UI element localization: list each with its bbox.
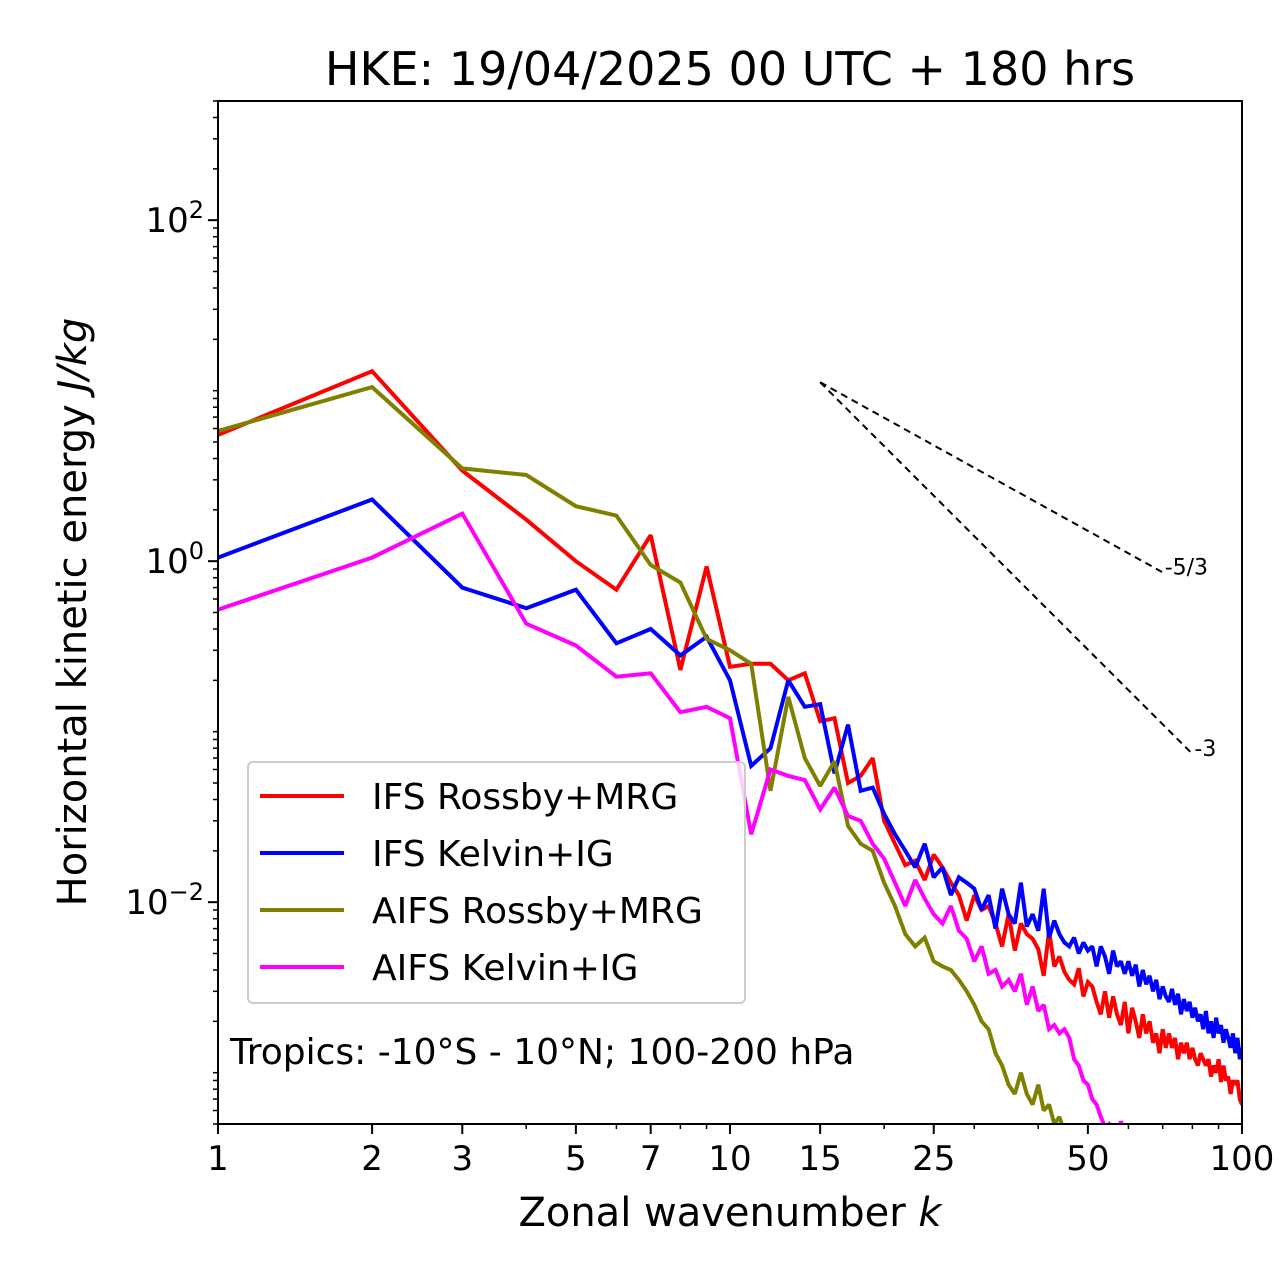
x-tick-label: 25 (912, 1139, 955, 1179)
series-line-3 (218, 384, 1064, 1124)
legend-label-3: AIFS Rossby+MRG (372, 891, 703, 932)
legend-label-2: IFS Kelvin+IG (372, 834, 614, 875)
y-axis-label-italic: J/kg (50, 318, 96, 399)
slope-label-2: -3 (1194, 737, 1216, 762)
axis-ticks: 1 2 3 5 7 10 15 25 50 100 10−2 100 102 (125, 100, 1275, 1179)
x-tick-label: 5 (565, 1139, 587, 1179)
plot-data-layer (218, 368, 1242, 1124)
y-tick-label: 10−2 (125, 878, 204, 923)
reference-slopes: -5/3 -3 (819, 381, 1216, 762)
x-axis-label-text: Zonal wavenumber (518, 1190, 906, 1236)
x-tick-label: 2 (361, 1139, 383, 1179)
series-line-4 (218, 510, 1124, 1124)
x-axis-label-italic: k (918, 1190, 943, 1236)
y-tick-label: 102 (145, 196, 204, 241)
slope-label-1: -5/3 (1165, 555, 1208, 580)
legend-box (247, 761, 746, 1004)
legend-label-1: IFS Rossby+MRG (372, 777, 678, 818)
slope-line-2 (819, 381, 1194, 755)
slope-line-1 (819, 381, 1164, 574)
x-tick-label: 3 (451, 1139, 473, 1179)
region-annotation: Tropics: -10°S - 10°N; 100-200 hPa (229, 1032, 854, 1073)
x-tick-label: 50 (1066, 1139, 1109, 1179)
y-axis-label-text: Horizontal kinetic energy (50, 404, 96, 906)
series-line-1 (218, 368, 1242, 1106)
x-tick-label: 7 (640, 1139, 662, 1179)
x-tick-label: 10 (708, 1139, 751, 1179)
y-axis-label: Horizontal kinetic energy J/kg (50, 318, 96, 907)
x-tick-label: 1 (207, 1139, 229, 1179)
x-axis-label: Zonal wavenumber k (518, 1190, 943, 1236)
chart-title: HKE: 19/04/2025 00 UTC + 180 hrs (325, 42, 1135, 96)
x-tick-label: 15 (799, 1139, 842, 1179)
legend-label-4: AIFS Kelvin+IG (372, 948, 638, 989)
series-line-2 (218, 497, 1242, 1060)
x-tick-label: 100 (1210, 1139, 1275, 1179)
legend: IFS Rossby+MRG IFS Kelvin+IG AIFS Rossby+M… (247, 761, 746, 1004)
y-tick-label: 100 (145, 537, 204, 582)
